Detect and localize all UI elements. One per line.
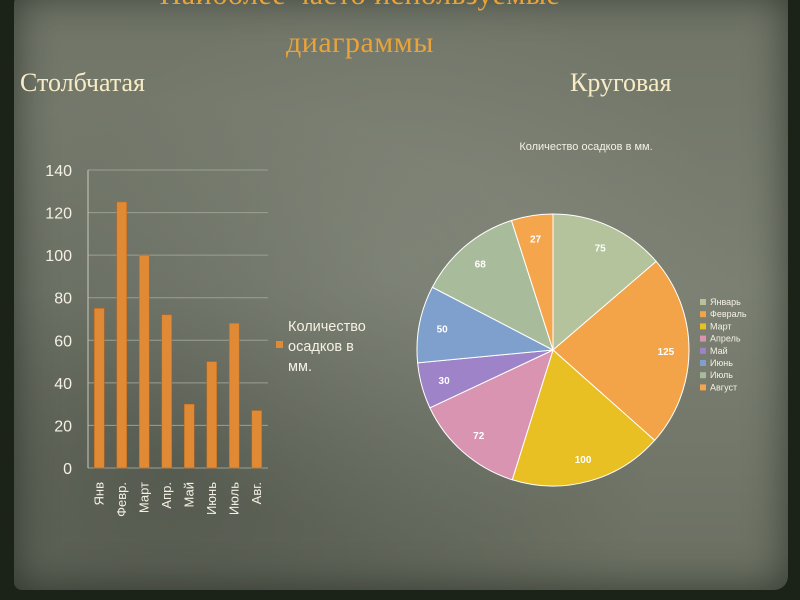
bar-chart-x-tick-label: Февр.	[114, 482, 129, 517]
pie-chart-data-label: 72	[473, 431, 485, 442]
pie-chart-legend-swatch	[700, 360, 706, 366]
bar-chart-x-tick-label: Авг.	[249, 482, 264, 504]
bar-chart-x-tick-label: Июль	[226, 482, 241, 515]
bar-chart-x-tick-label: Янв	[91, 482, 106, 506]
pie-chart-legend-label: Июль	[710, 370, 733, 380]
bar-chart-legend-text: мм.	[288, 359, 312, 375]
pie-chart-slice	[552, 260, 690, 442]
pie-chart-legend-swatch	[700, 384, 706, 391]
pie-chart-data-label: 27	[530, 234, 542, 245]
bar-chart-bar	[251, 410, 263, 469]
bar-chart-bar	[206, 361, 218, 469]
pie-chart-slice	[510, 213, 554, 351]
pie-chart-legend-swatch	[700, 323, 706, 330]
pie-chart-data-label: 30	[439, 376, 451, 387]
pie-chart-legend-label: Февраль	[710, 309, 747, 319]
pie-chart-title: Количество осадков в мм.	[519, 141, 652, 153]
pie-chart-legend-label: Апрель	[710, 334, 741, 344]
bar-chart-y-tick-label: 20	[54, 418, 72, 435]
bar-chart-y-tick-label: 100	[45, 248, 72, 265]
pie-chart-legend-label: Январь	[710, 297, 741, 307]
pie-chart-legend-swatch	[700, 347, 706, 354]
slide-title-line2: диаграммы	[286, 26, 434, 59]
pie-chart-data-label: 100	[575, 455, 592, 466]
pie-chart-legend: Январь Февраль Март Апрель Май Июнь Июль Август	[700, 297, 747, 392]
pie-chart-slice	[552, 213, 657, 352]
bar-chart-y-tick-label: 120	[45, 206, 72, 223]
pie-chart-data-label: 50	[437, 324, 449, 335]
bar-chart-x-tick-label: Апр.	[159, 482, 174, 509]
pie-chart-data-label: 125	[658, 347, 675, 358]
bar-chart-bars	[93, 201, 263, 469]
bar-chart-bar	[116, 201, 128, 469]
pie-chart-slice	[431, 219, 554, 352]
bar-chart-bar	[93, 308, 105, 469]
pie-chart-legend-label: Июнь	[710, 358, 733, 368]
pie-chart-data-labels: 75 125 100 72 30 50 68 27	[437, 234, 675, 465]
bar-chart-bar	[228, 322, 240, 469]
bar-chart-x-tick-label: Июнь	[204, 482, 219, 515]
pie-chart-slice	[511, 349, 656, 487]
bar-chart-x-tick-label: Май	[181, 482, 196, 507]
pie-chart-caption: Круговая	[570, 68, 672, 97]
bar-chart-x-ticks: Янв Февр. Март Апр. Май Июнь Июль Авг.	[91, 482, 264, 517]
bar-chart-y-tick-label: 0	[63, 461, 72, 478]
bar-chart-y-tick-label: 40	[54, 376, 72, 393]
bar-chart-legend: Количество осадков в мм.	[276, 319, 366, 375]
bar-chart-legend-text: Количество	[288, 319, 366, 335]
pie-chart-slices	[416, 213, 690, 487]
pie-chart-slice	[429, 349, 554, 481]
pie-chart-legend-label: Март	[710, 321, 732, 331]
pie-chart-legend-swatch	[700, 311, 706, 318]
bar-chart-y-tick-label: 80	[54, 291, 72, 308]
pie-chart-legend-swatch	[700, 335, 706, 342]
bar-chart-caption: Столбчатая	[20, 68, 146, 97]
pie-chart-legend-swatch	[700, 299, 706, 305]
bar-chart-bar	[183, 403, 195, 469]
slide-title-line1: Наиболее часто используемые	[60, 0, 660, 12]
pie-chart-data-label: 68	[475, 260, 487, 271]
bar-chart-y-tick-label: 60	[54, 333, 72, 350]
bar-chart-y-ticks: 0 20 40 60 80 100 120 140	[45, 163, 72, 478]
pie-chart-slice	[416, 286, 555, 364]
bar-chart-legend-swatch	[276, 341, 283, 348]
bar-chart-legend-text: осадков в	[288, 339, 354, 355]
pie-chart-data-label: 75	[595, 243, 607, 254]
bar-chart-bar	[138, 254, 150, 469]
bar-chart-x-tick-label: Март	[136, 482, 151, 513]
bar-chart-bar	[161, 314, 173, 469]
pie-chart-legend-label: Май	[710, 346, 728, 356]
pie-chart-legend-label: Август	[710, 382, 737, 392]
bar-chart-y-tick-label: 140	[45, 163, 72, 180]
pie-chart-legend-swatch	[700, 372, 706, 379]
